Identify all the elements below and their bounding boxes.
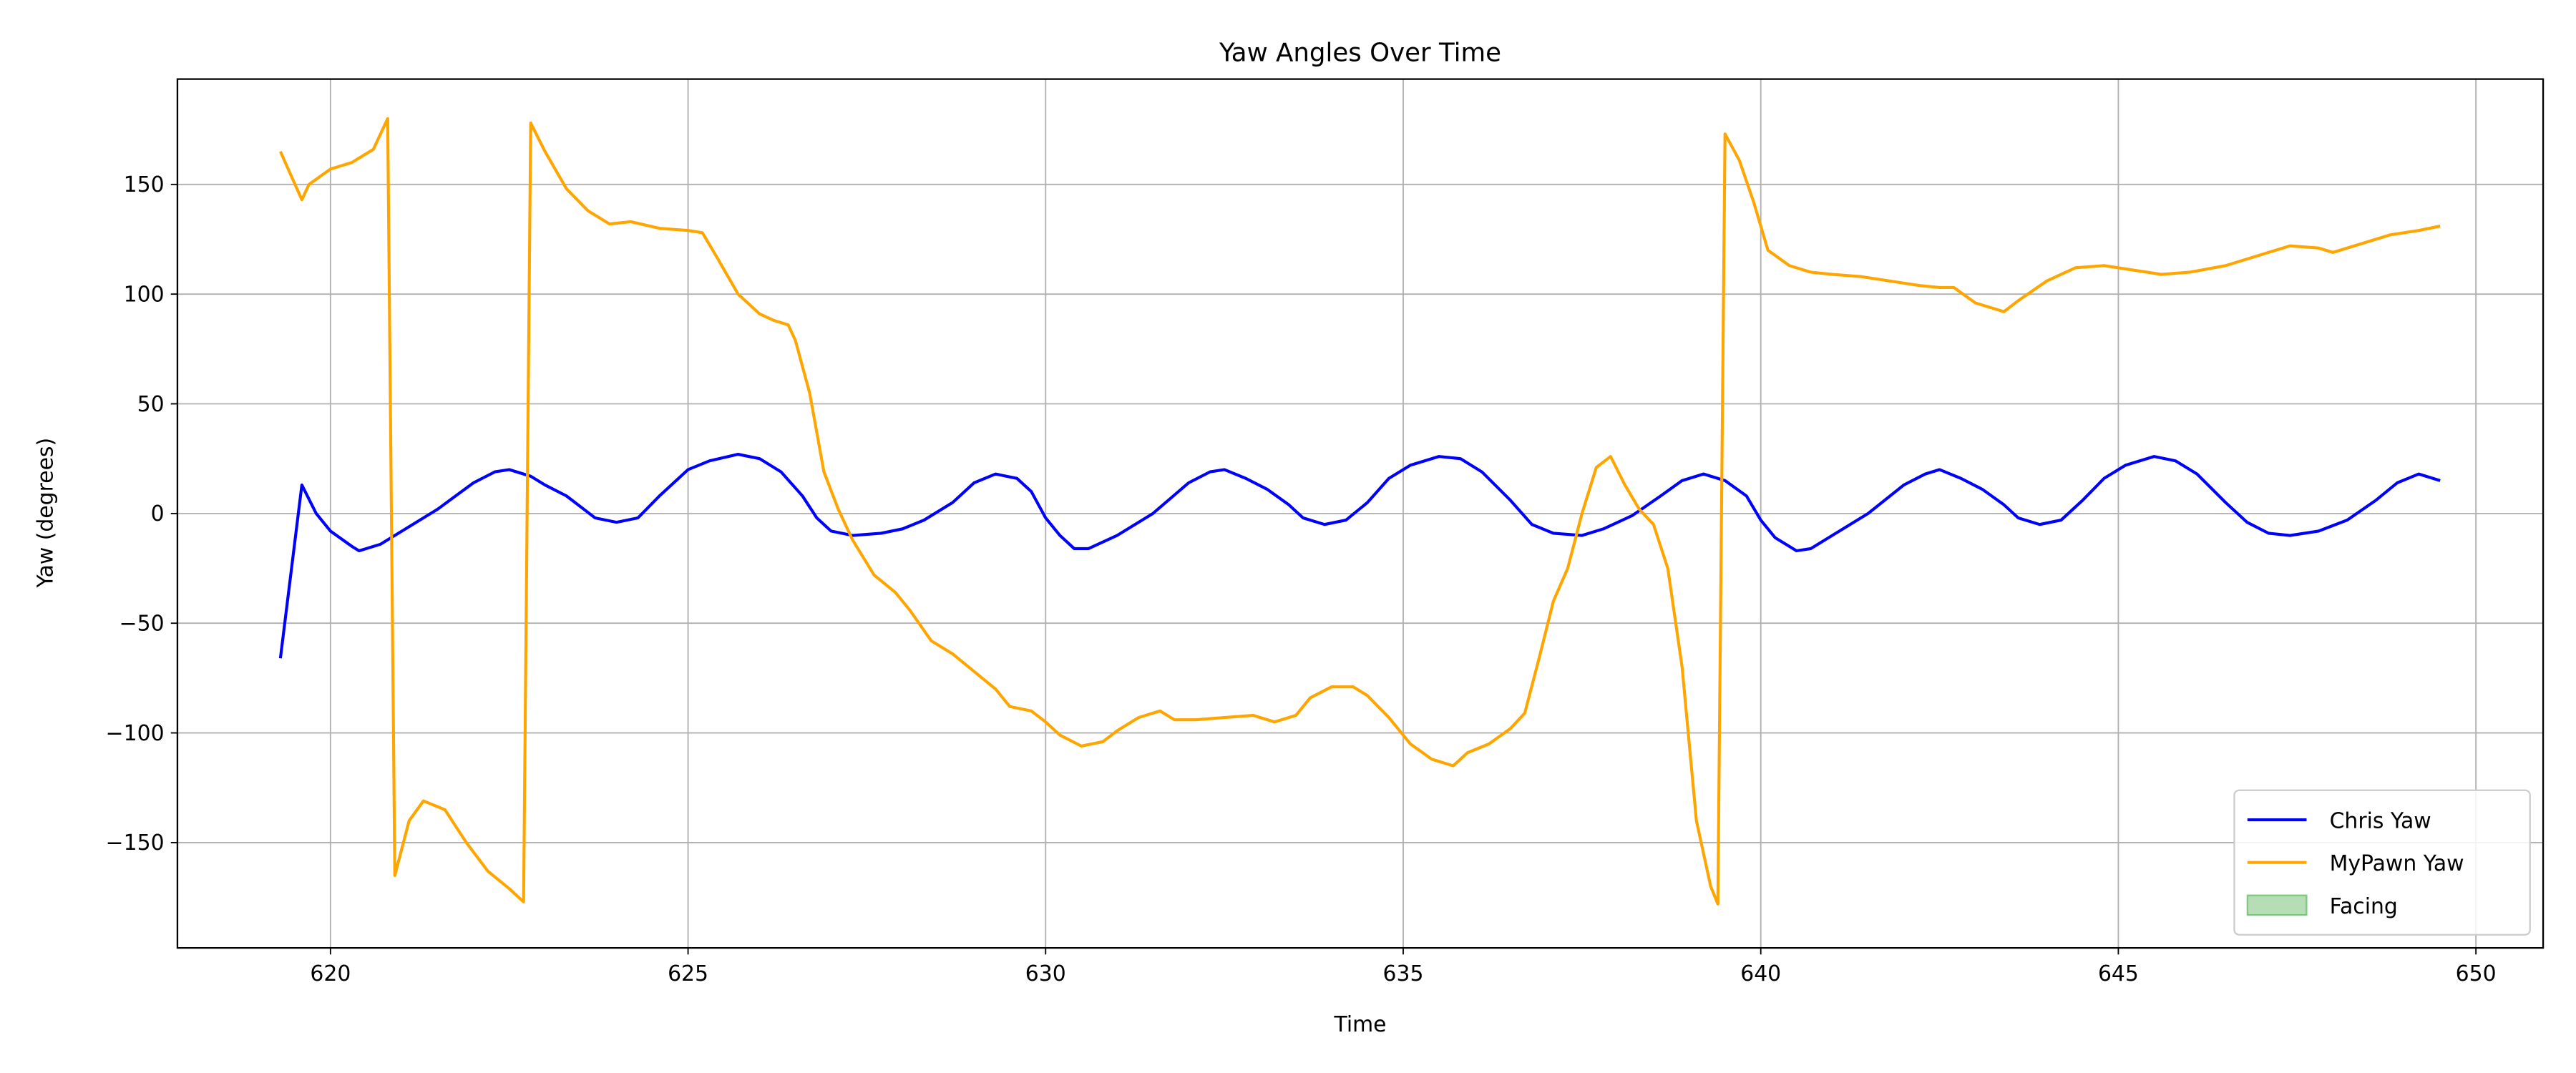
legend-swatch — [2246, 894, 2308, 916]
line-series — [278, 117, 2441, 906]
legend-box — [2233, 789, 2531, 936]
line-series — [278, 452, 2441, 659]
x-tick-label: 625 — [668, 961, 708, 986]
x-tick-label: 645 — [2098, 961, 2139, 986]
legend-label: Facing — [2330, 894, 2398, 919]
legend-label: Chris Yaw — [2330, 809, 2431, 834]
legend-label: MyPawn Yaw — [2330, 851, 2464, 876]
x-tick-label: 620 — [310, 961, 351, 986]
y-tick-label: −100 — [106, 721, 165, 746]
y-tick-label: 0 — [151, 501, 165, 526]
x-tick-label: 635 — [1383, 961, 1424, 986]
chart-title: Yaw Angles Over Time — [1219, 38, 1501, 67]
x-tick-label: 650 — [2456, 961, 2497, 986]
x-tick-label: 630 — [1025, 961, 1066, 986]
y-tick-label: 150 — [124, 172, 165, 197]
y-tick-label: −50 — [119, 612, 165, 637]
x-axis-label: Time — [1334, 1012, 1387, 1037]
y-tick-label: 100 — [124, 282, 165, 307]
y-tick-label: 50 — [137, 392, 165, 417]
y-tick-label: −150 — [106, 831, 165, 856]
y-axis-label: Yaw (degrees) — [33, 438, 58, 589]
plot-frame — [176, 78, 2545, 949]
x-tick-label: 640 — [1740, 961, 1781, 986]
